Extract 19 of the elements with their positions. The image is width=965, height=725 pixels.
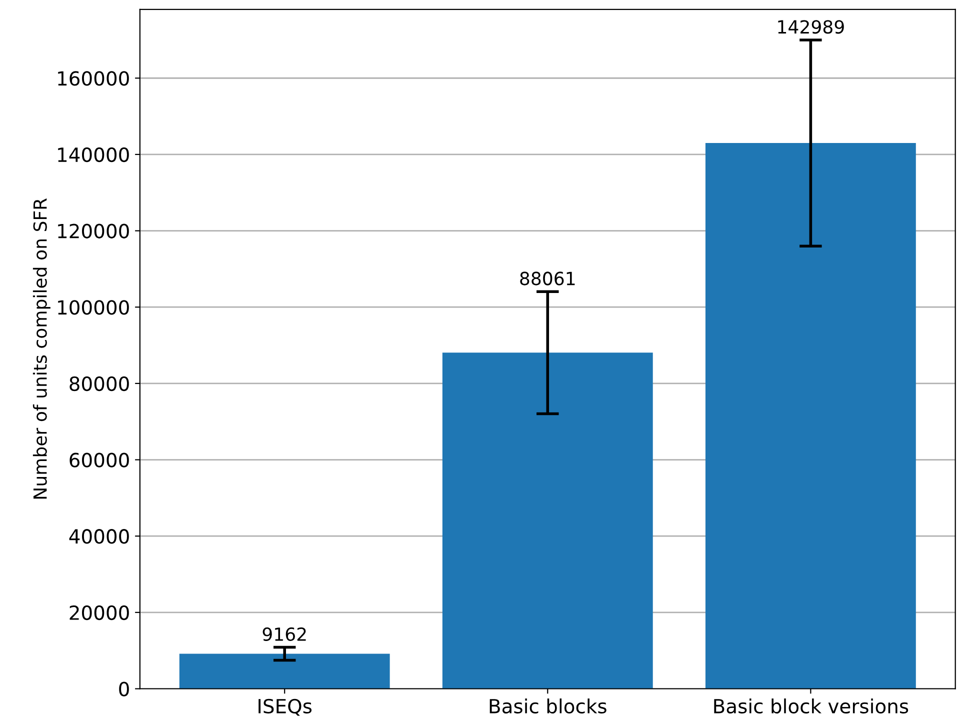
y-tick-label: 100000: [58, 300, 129, 315]
y-tick-label: 160000: [58, 71, 129, 86]
x-tick-label: ISEQs: [258, 698, 312, 716]
bar: [705, 143, 916, 689]
y-tick-label: 80000: [70, 376, 129, 392]
y-tick-label: 140000: [58, 147, 129, 162]
y-tick-label: 20000: [70, 605, 129, 620]
y-tick-label: 60000: [70, 452, 129, 468]
x-tick-label: Basic blocks: [490, 698, 606, 714]
annotation: 9162: [262, 627, 306, 642]
y-tick-label: 40000: [69, 529, 129, 544]
x-tick-label: Basic block versions: [714, 698, 908, 714]
y-axis-title: Number of units compiled on SFR: [32, 198, 50, 499]
bar: [442, 352, 653, 689]
y-tick-label: 0: [119, 682, 129, 696]
annotation: 88061: [520, 272, 575, 286]
y-tick-label: 120000: [58, 224, 129, 238]
bar: [179, 654, 390, 689]
annotation: 142989: [778, 20, 844, 34]
